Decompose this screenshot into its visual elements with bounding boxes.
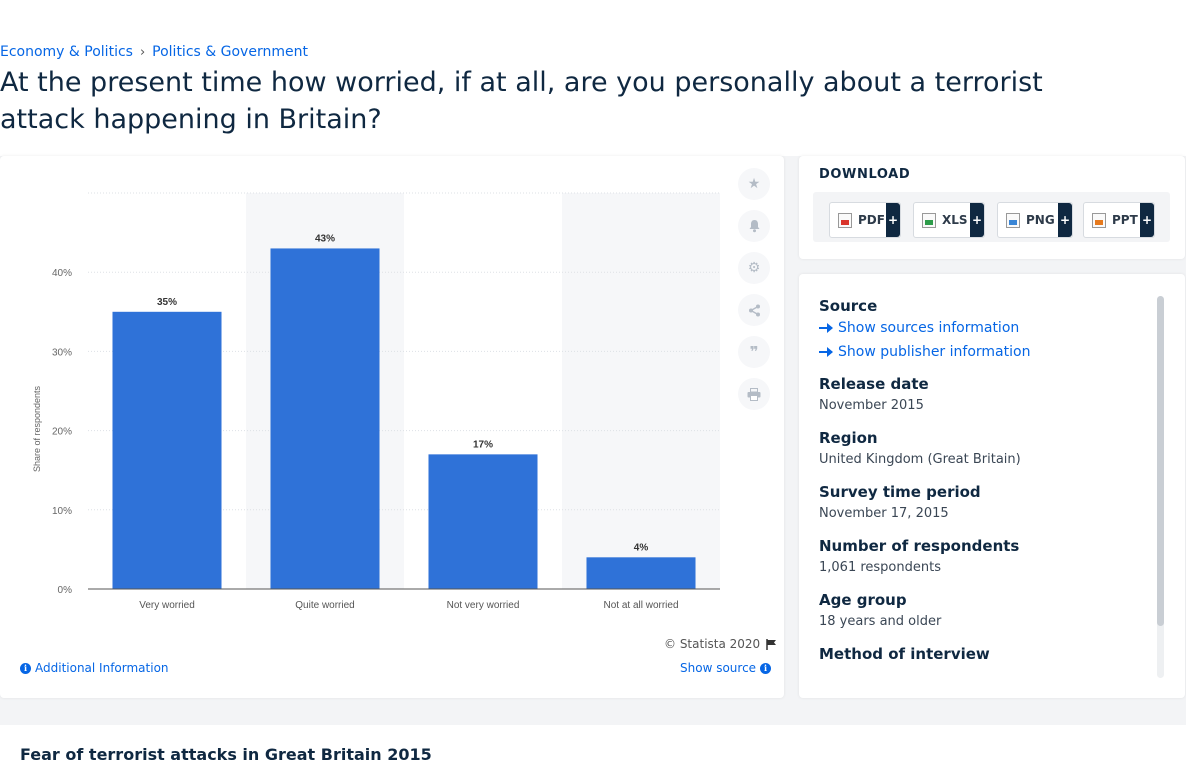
breadcrumb-politics-government[interactable]: Politics & Government — [152, 44, 308, 60]
plus-icon: + — [1058, 203, 1072, 237]
show-sources-link[interactable]: Show sources information — [819, 316, 1149, 340]
flag-icon[interactable] — [766, 638, 777, 650]
bar — [112, 311, 222, 589]
png-file-icon — [1006, 212, 1020, 228]
plus-icon: + — [886, 203, 900, 237]
y-tick-label: 10% — [52, 506, 72, 517]
download-card: DOWNLOAD PDF + XLS + PNG + PPT + — [799, 156, 1185, 259]
show-source-link[interactable]: Show source i — [680, 661, 772, 675]
data-label: 4% — [634, 542, 649, 553]
quote-icon[interactable]: ❞ — [738, 336, 770, 368]
share-icon[interactable] — [738, 294, 770, 326]
category-band — [562, 193, 720, 589]
release-date-value: November 2015 — [819, 398, 924, 413]
plus-icon: + — [970, 203, 984, 237]
data-label: 43% — [315, 233, 335, 244]
y-tick-label: 0% — [58, 585, 73, 596]
bar — [270, 248, 380, 589]
x-tick-label: Not very worried — [447, 600, 520, 611]
pdf-file-icon — [838, 212, 852, 228]
ppt-file-icon — [1092, 212, 1106, 228]
respondents-value: 1,061 respondents — [819, 560, 941, 575]
info-list: Source Show sources information Show pub… — [819, 296, 1149, 664]
breadcrumb: Economy & Politics › Politics & Governme… — [0, 44, 308, 60]
download-ppt-button[interactable]: PPT + — [1083, 202, 1155, 238]
age-group-label: Age group — [819, 591, 907, 609]
y-axis-title: Share of respondents — [32, 385, 42, 472]
arrow-right-icon — [819, 347, 833, 357]
bar-chart: 0% 10% 20% 30% 40% 35% Very worried 43% Quite wo… — [32, 192, 720, 611]
x-tick-label: Quite worried — [295, 600, 354, 611]
show-publisher-link[interactable]: Show publisher information — [819, 340, 1149, 364]
breadcrumb-economy-politics[interactable]: Economy & Politics — [0, 44, 133, 60]
method-label: Method of interview — [819, 645, 990, 663]
download-ppt-label: PPT — [1112, 213, 1138, 227]
survey-period-label: Survey time period — [819, 483, 981, 501]
download-png-label: PNG — [1026, 213, 1055, 227]
source-label: Source — [819, 297, 878, 315]
scrollbar-thumb[interactable] — [1157, 296, 1164, 626]
x-tick-label: Very worried — [139, 600, 195, 611]
chart-tools: ★ ⚙ ❞ — [738, 168, 772, 420]
plus-icon: + — [1140, 203, 1154, 237]
region-label: Region — [819, 429, 878, 447]
y-tick-label: 20% — [52, 427, 72, 438]
show-sources-label: Show sources information — [838, 320, 1020, 336]
gear-icon[interactable]: ⚙ — [738, 252, 770, 284]
info-card: Source Show sources information Show pub… — [799, 274, 1185, 698]
download-title: DOWNLOAD — [819, 167, 911, 182]
page-title: At the present time how worried, if at a… — [0, 67, 1043, 135]
header-area — [0, 36, 1186, 156]
print-icon[interactable] — [738, 378, 770, 410]
download-buttons: PDF + XLS + PNG + PPT + — [813, 192, 1170, 242]
copyright-text: © Statista 2020 — [664, 637, 761, 651]
download-png-button[interactable]: PNG + — [997, 202, 1073, 238]
info-scrollbar[interactable] — [1157, 296, 1164, 678]
additional-information-label: Additional Information — [35, 661, 169, 675]
xls-file-icon — [922, 212, 936, 228]
info-icon: i — [20, 662, 31, 674]
breadcrumb-separator: › — [139, 44, 146, 60]
show-publisher-label: Show publisher information — [838, 344, 1031, 360]
info-icon: i — [760, 662, 772, 674]
release-date-label: Release date — [819, 375, 929, 393]
additional-information-link[interactable]: i Additional Information — [20, 661, 169, 675]
download-pdf-label: PDF — [858, 213, 885, 227]
data-label: 35% — [157, 297, 177, 308]
star-icon[interactable]: ★ — [738, 168, 770, 200]
top-bar — [0, 0, 1186, 36]
bottom-card: Fear of terrorist attacks in Great Brita… — [0, 725, 1186, 765]
region-value: United Kingdom (Great Britain) — [819, 452, 1021, 467]
respondents-label: Number of respondents — [819, 537, 1020, 555]
download-xls-button[interactable]: XLS + — [913, 202, 985, 238]
show-source-label: Show source — [680, 661, 757, 675]
chart-heading: Fear of terrorist attacks in Great Brita… — [20, 745, 432, 764]
copyright: © Statista 2020 — [664, 637, 777, 651]
data-label: 17% — [473, 439, 493, 450]
y-tick-label: 40% — [52, 268, 72, 279]
arrow-right-icon — [819, 323, 833, 333]
survey-period-value: November 17, 2015 — [819, 506, 949, 521]
x-tick-label: Not at all worried — [603, 600, 678, 611]
download-pdf-button[interactable]: PDF + — [829, 202, 901, 238]
bar — [586, 557, 696, 589]
y-tick-label: 30% — [52, 347, 72, 358]
age-group-value: 18 years and older — [819, 614, 942, 629]
bar — [428, 454, 538, 589]
bell-icon[interactable] — [738, 210, 770, 242]
download-xls-label: XLS — [942, 213, 968, 227]
